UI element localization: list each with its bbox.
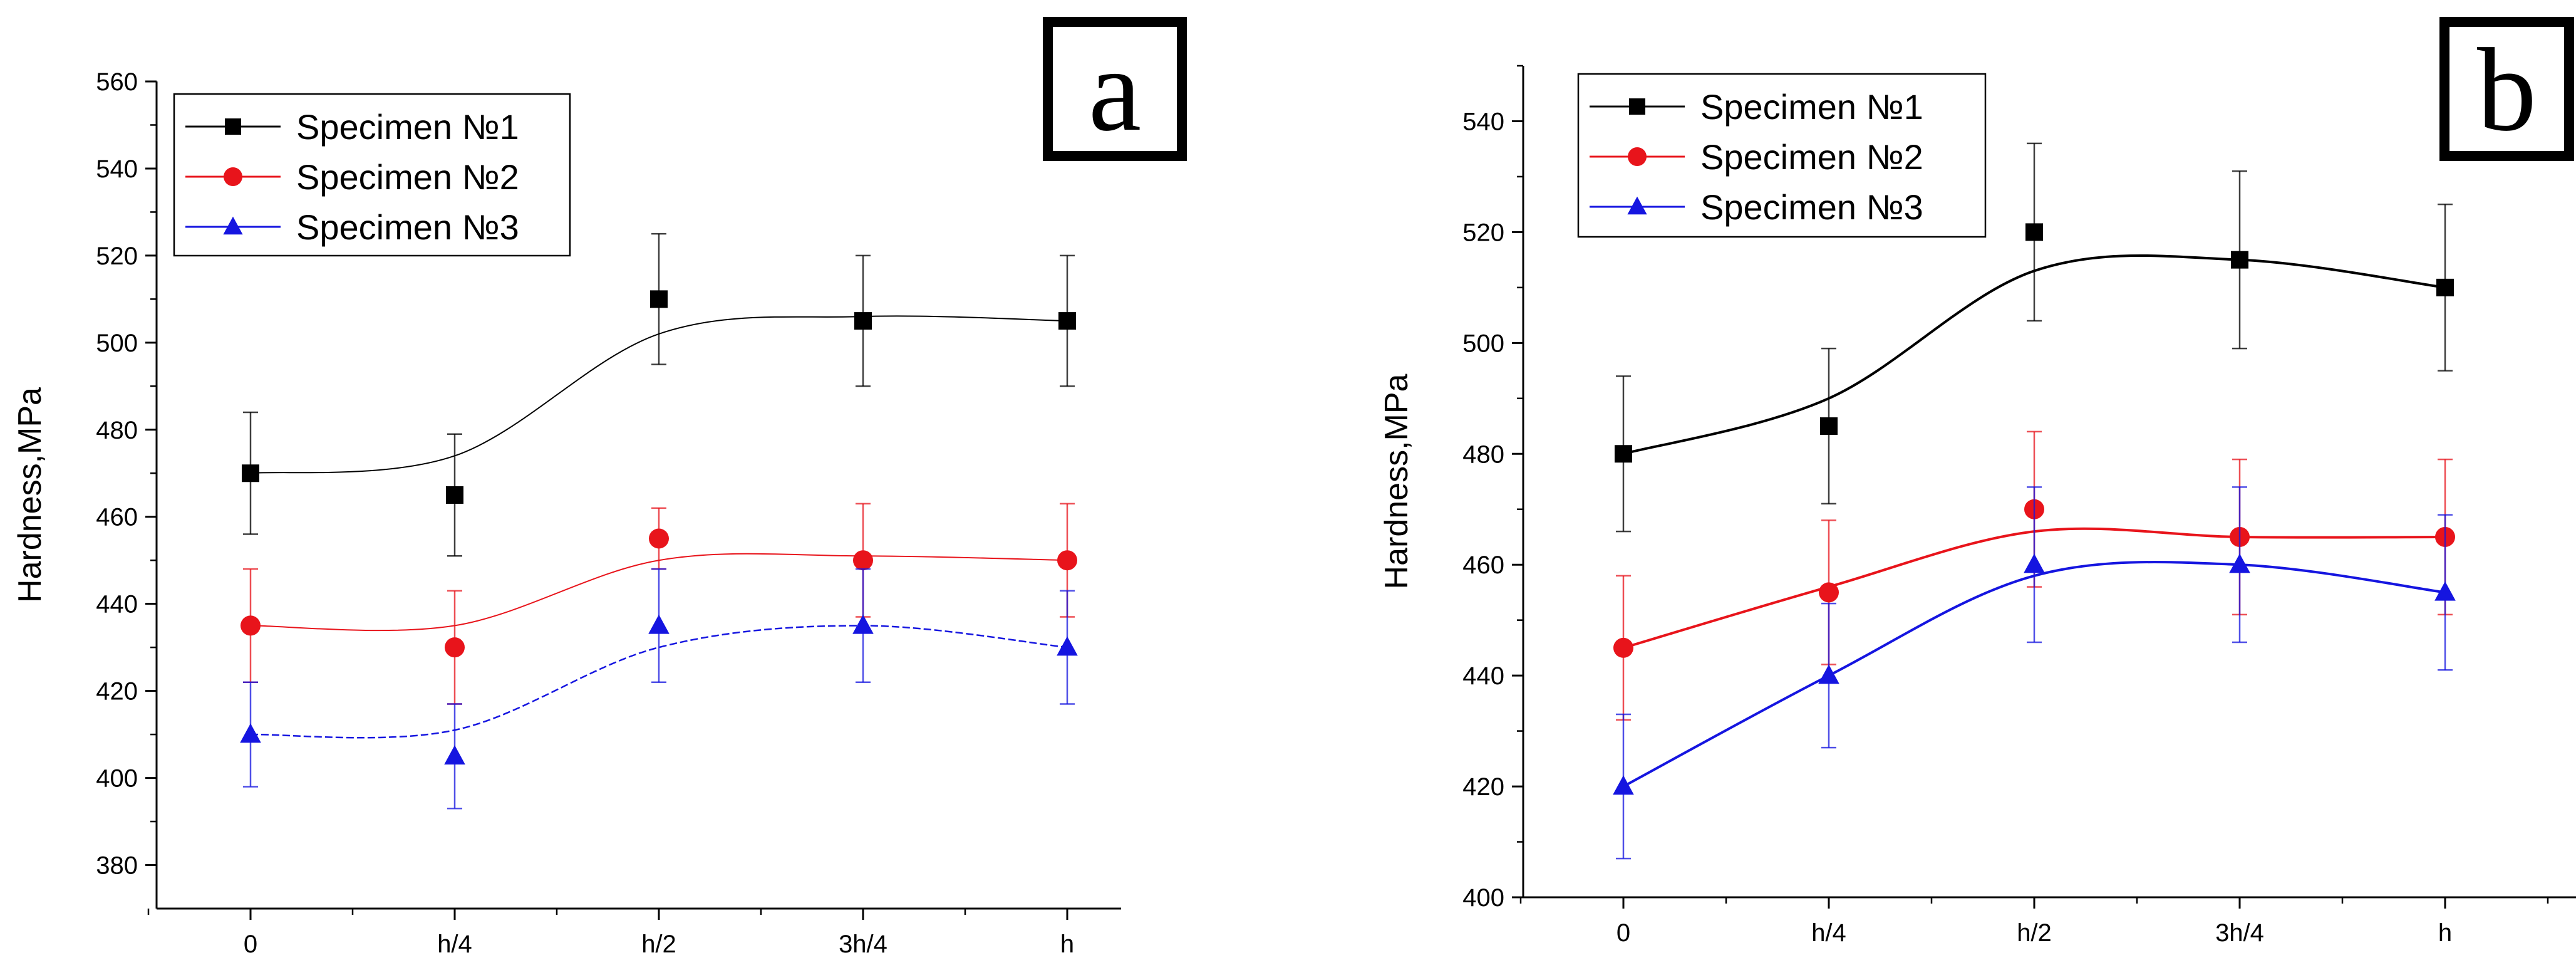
legend-marker <box>225 118 241 135</box>
x-tick-label: h <box>1060 930 1074 958</box>
y-tick-label: 500 <box>1462 330 1504 357</box>
legend-marker <box>1628 147 1647 166</box>
fit-curve <box>250 625 1068 739</box>
data-point <box>649 528 669 549</box>
data-point <box>2229 553 2250 573</box>
x-tick-label: 0 <box>244 930 257 958</box>
x-tick-label: h/2 <box>641 930 676 958</box>
data-point <box>240 723 261 743</box>
data-point <box>444 745 465 765</box>
series-3 <box>1613 486 2456 860</box>
x-tick-label: h/4 <box>1811 919 1846 947</box>
y-tick-label: 460 <box>96 504 138 531</box>
y-tick-label: 420 <box>96 678 138 706</box>
y-tick-label: 420 <box>1462 773 1504 801</box>
y-tick-label: 480 <box>96 417 138 444</box>
series-1 <box>242 232 1076 557</box>
data-point <box>445 637 465 658</box>
data-point <box>2436 278 2454 296</box>
legend-label: Specimen №2 <box>296 157 519 197</box>
data-point <box>1820 417 1838 435</box>
x-tick-label: h <box>2438 919 2452 947</box>
data-point <box>650 290 668 308</box>
y-axis-title: Hardness,MPa <box>1379 373 1415 589</box>
series-3 <box>240 568 1078 810</box>
panel-letter: b <box>2477 24 2537 156</box>
legend-label: Specimen №1 <box>1700 87 1923 127</box>
data-point <box>1615 445 1632 463</box>
y-tick-label: 440 <box>1462 662 1504 690</box>
data-point <box>1613 775 1634 795</box>
data-point <box>1058 312 1076 330</box>
data-point <box>1057 636 1078 656</box>
y-tick-label: 480 <box>1462 440 1504 468</box>
data-point <box>2434 581 2456 601</box>
chart-panel-a: 380 400 420 440 460 480 500 520 540 560 0 h/4 h/2 3h/… <box>12 17 1187 958</box>
y-tick-label: 540 <box>96 155 138 183</box>
panel-letter-background <box>2449 27 2564 151</box>
data-point <box>1613 637 1633 658</box>
data-point <box>854 312 872 330</box>
data-point <box>1818 664 1839 684</box>
legend: Specimen №1 Specimen №2 Specimen №3 <box>173 93 571 257</box>
y-tick-label: 460 <box>1462 551 1504 579</box>
data-point <box>241 615 261 636</box>
data-point <box>2231 251 2248 269</box>
y-tick-label: 440 <box>96 591 138 618</box>
legend-label: Specimen №1 <box>296 107 519 147</box>
panel-letter-badge: a <box>1043 17 1187 161</box>
y-tick-label: 400 <box>96 765 138 793</box>
legend: Specimen №1 Specimen №2 Specimen №3 <box>1577 73 1987 238</box>
y-tick-label: 520 <box>1462 219 1504 246</box>
y-tick-label: 500 <box>96 330 138 357</box>
data-point <box>2024 553 2045 573</box>
y-tick-label: 560 <box>96 68 138 96</box>
x-tick-label: h/4 <box>437 930 472 958</box>
series-1 <box>1615 142 2454 533</box>
legend-label: Specimen №3 <box>1700 187 1923 227</box>
y-tick-label: 520 <box>96 242 138 270</box>
y-axis-title: Hardness,MPa <box>12 387 48 603</box>
data-point <box>648 614 670 634</box>
x-tick-label: h/2 <box>2017 919 2052 947</box>
data-point <box>853 550 873 571</box>
x-tick-label: 0 <box>1616 919 1630 947</box>
panel-letter-badge: b <box>2439 17 2574 161</box>
panel-letter: a <box>1089 24 1141 156</box>
legend-label: Specimen №2 <box>1700 137 1923 177</box>
y-tick-label: 400 <box>1462 884 1504 912</box>
legend-marker <box>224 167 242 186</box>
data-point <box>852 614 874 634</box>
legend-marker <box>1629 98 1645 115</box>
data-point <box>1819 582 1839 603</box>
legend-label: Specimen №3 <box>296 207 519 247</box>
y-tick-label: 380 <box>96 852 138 880</box>
x-tick-label: 3h/4 <box>2215 919 2264 947</box>
legend-marker <box>223 216 243 235</box>
panel-letter-background <box>1053 27 1177 151</box>
y-tick-label: 540 <box>1462 108 1504 135</box>
data-point <box>242 464 259 482</box>
data-point <box>2025 223 2043 241</box>
x-tick-label: 3h/4 <box>839 930 887 958</box>
data-point <box>1057 550 1077 571</box>
data-point <box>446 486 463 504</box>
chart-panel-b: 400 420 440 460 480 500 520 540 0 h/4 h/2 3h/4 h Hard… <box>1379 17 2576 947</box>
legend-marker <box>1627 196 1647 215</box>
